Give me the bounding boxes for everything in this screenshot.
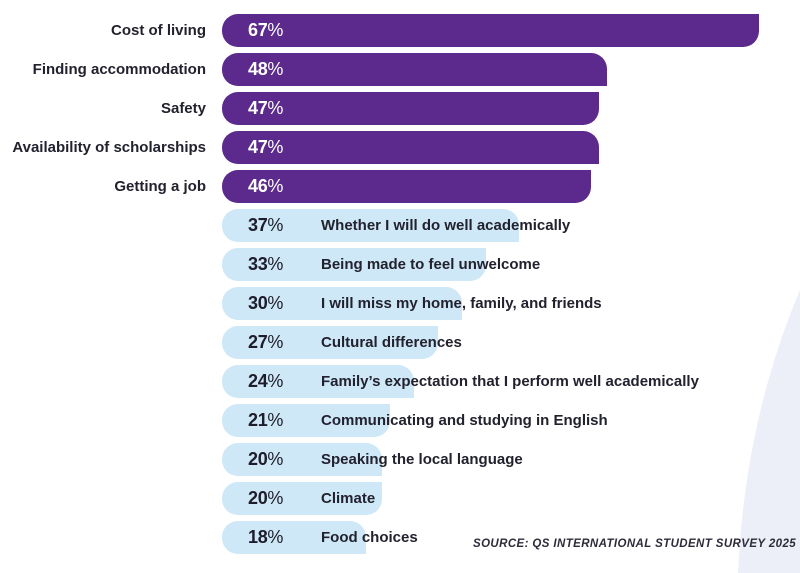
bar [222, 443, 382, 476]
data-label: 47% [248, 98, 284, 118]
bar [222, 404, 390, 437]
category-label: Getting a job [114, 178, 206, 195]
bar [222, 209, 519, 242]
bar [222, 287, 462, 320]
category-label: Availability of scholarships [12, 139, 206, 156]
chart-row: 47% Safety [0, 92, 800, 125]
chart-row: 48% Finding accommodation [0, 53, 800, 86]
category-label: Cost of living [111, 22, 206, 39]
chart-row: 18% Food choices [0, 521, 800, 554]
category-label: I will miss my home, family, and friends [321, 295, 602, 312]
bar [222, 365, 414, 398]
category-label: Whether I will do well academically [321, 217, 571, 234]
bar [222, 521, 366, 554]
data-label: 20% [248, 449, 284, 469]
data-label: 24% [248, 371, 284, 391]
category-label: Communicating and studying in English [321, 412, 608, 429]
data-label: 18% [248, 527, 284, 547]
chart-row: 21% Communicating and studying in English [0, 404, 800, 437]
data-label: 67% [248, 20, 284, 40]
data-label: 21% [248, 410, 284, 430]
chart-row: 24% Family’s expectation that I perform w… [0, 365, 800, 398]
category-label: Finding accommodation [32, 61, 206, 78]
data-label: 37% [248, 215, 284, 235]
data-label: 30% [248, 293, 284, 313]
category-label: Food choices [321, 529, 418, 546]
data-label: 27% [248, 332, 284, 352]
chart-row: 20% Speaking the local language [0, 443, 800, 476]
category-label: Safety [160, 100, 206, 117]
bar [222, 326, 438, 359]
data-label: 48% [248, 59, 284, 79]
bar [222, 14, 759, 47]
category-label: Speaking the local language [321, 451, 523, 468]
chart-row: 47% Availability of scholarships [0, 131, 800, 164]
data-label: 33% [248, 254, 284, 274]
source-note: SOURCE: QS INTERNATIONAL STUDENT SURVEY … [473, 538, 797, 550]
data-label: 46% [248, 176, 284, 196]
chart-row: 46% Getting a job [0, 170, 800, 203]
data-label: 47% [248, 137, 284, 157]
category-label: Climate [321, 490, 376, 507]
bar [222, 248, 486, 281]
bar [222, 53, 607, 86]
chart-row: 37% Whether I will do well academically [0, 209, 800, 242]
category-label: Family’s expectation that I perform well… [321, 373, 699, 390]
bar [222, 92, 599, 125]
data-label: 20% [248, 488, 284, 508]
chart-row: 30% I will miss my home, family, and frie… [0, 287, 800, 320]
chart-row: 67% Cost of living [0, 14, 800, 47]
chart-row: 33% Being made to feel unwelcome [0, 248, 800, 281]
bar [222, 170, 591, 203]
category-label: Being made to feel unwelcome [321, 256, 541, 273]
chart-row: 27% Cultural differences [0, 326, 800, 359]
chart-row: 20% Climate [0, 482, 800, 515]
category-label: Cultural differences [321, 334, 462, 351]
bar [222, 482, 382, 515]
bar [222, 131, 599, 164]
